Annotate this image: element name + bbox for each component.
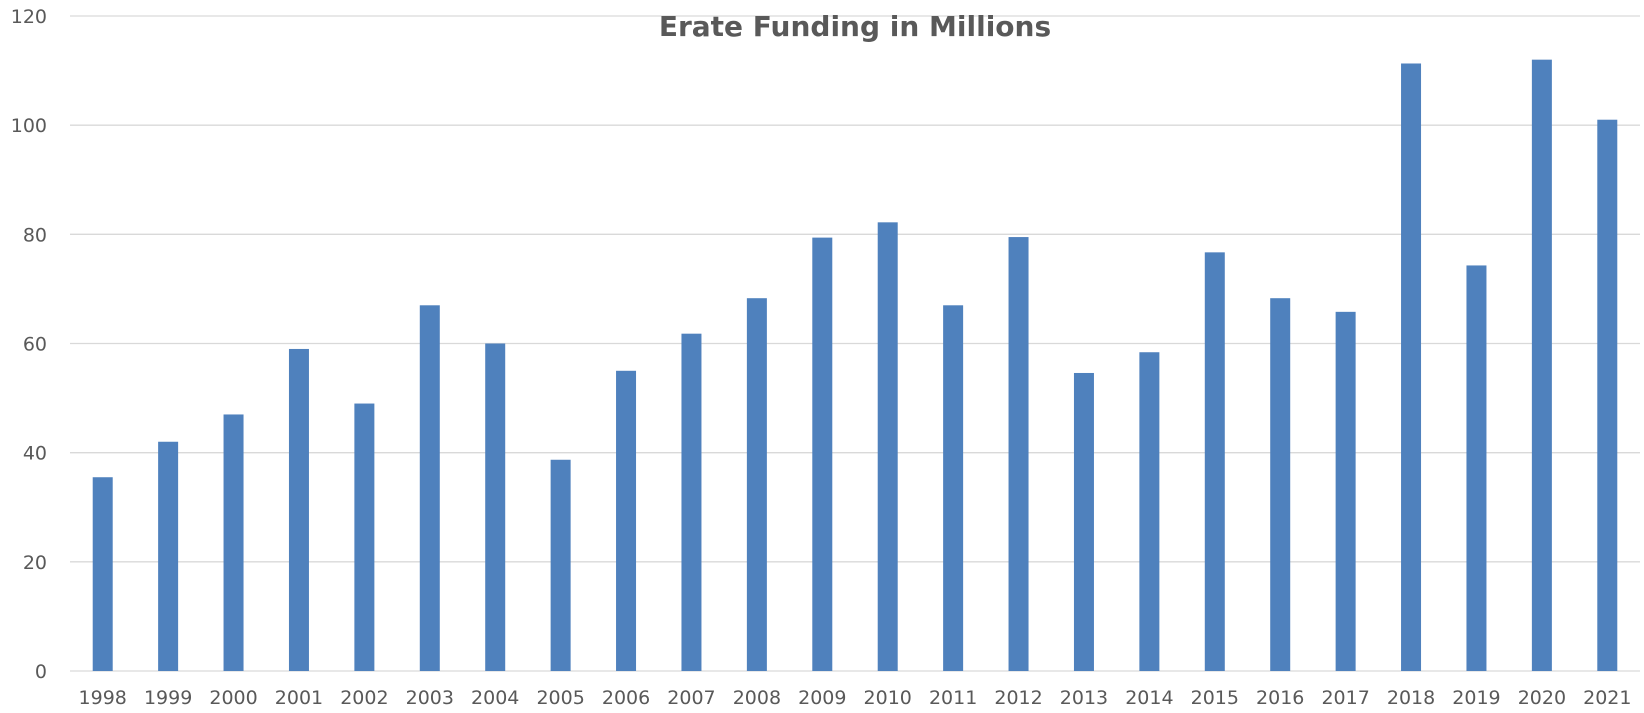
bar-1998 — [92, 477, 113, 671]
bar-2000 — [223, 414, 244, 671]
y-tick-label: 100 — [11, 115, 47, 137]
bar-2006 — [616, 370, 637, 671]
x-tick-label: 2005 — [536, 687, 584, 709]
bar-2005 — [550, 459, 571, 671]
x-tick-label: 2004 — [471, 687, 519, 709]
bar-2009 — [812, 237, 833, 671]
x-tick-label: 2013 — [1060, 687, 1108, 709]
chart-title: Erate Funding in Millions — [659, 10, 1051, 43]
bar-2011 — [943, 305, 964, 671]
x-tick-label: 2000 — [209, 687, 257, 709]
x-tick-label: 1999 — [144, 687, 192, 709]
bar-2012 — [1008, 237, 1029, 671]
x-tick-label: 2001 — [275, 687, 323, 709]
x-tick-label: 2019 — [1452, 687, 1500, 709]
bars — [92, 59, 1618, 672]
bar-2008 — [746, 298, 767, 671]
y-tick-label: 40 — [23, 443, 47, 465]
x-tick-label: 2003 — [406, 687, 454, 709]
x-tick-label: 2011 — [929, 687, 977, 709]
bar-2004 — [485, 343, 506, 671]
x-tick-label: 1998 — [79, 687, 127, 709]
x-tick-label: 2009 — [798, 687, 846, 709]
bar-2007 — [681, 333, 702, 671]
x-tick-label: 2016 — [1256, 687, 1304, 709]
x-tick-label: 2018 — [1387, 687, 1435, 709]
x-tick-label: 2007 — [667, 687, 715, 709]
bar-2016 — [1270, 298, 1291, 671]
bar-1999 — [158, 441, 179, 671]
x-tick-label: 2017 — [1321, 687, 1369, 709]
y-tick-label: 80 — [23, 224, 47, 246]
y-tick-label: 0 — [35, 661, 47, 683]
bar-2017 — [1335, 311, 1356, 671]
y-tick-label: 60 — [23, 334, 47, 356]
bar-2010 — [877, 222, 898, 671]
gridlines — [70, 15, 1640, 672]
bar-2013 — [1073, 372, 1094, 671]
y-tick-label: 20 — [23, 552, 47, 574]
x-tick-label: 2002 — [340, 687, 388, 709]
bar-2001 — [288, 348, 309, 671]
bar-2003 — [419, 305, 440, 671]
x-tick-label: 2015 — [1191, 687, 1239, 709]
x-tick-label: 2014 — [1125, 687, 1173, 709]
bar-2015 — [1204, 252, 1225, 672]
x-tick-label: 2006 — [602, 687, 650, 709]
bar-2021 — [1597, 119, 1618, 672]
bar-2019 — [1466, 265, 1487, 671]
x-tick-label: 2010 — [864, 687, 912, 709]
bar-2018 — [1401, 63, 1422, 672]
x-tick-label: 2008 — [733, 687, 781, 709]
y-axis-tick-labels: 0 20 40 60 80 100 120 — [11, 6, 47, 683]
x-axis-tick-labels: 1998 1999 2000 2001 2002 2003 2004 2005 2006 2007… — [79, 687, 1632, 709]
bar-2014 — [1139, 352, 1160, 671]
x-tick-label: 2012 — [994, 687, 1042, 709]
bar-2020 — [1531, 59, 1552, 671]
x-tick-label: 2021 — [1583, 687, 1631, 709]
y-tick-label: 120 — [11, 6, 47, 28]
bar-2002 — [354, 403, 375, 671]
x-tick-label: 2020 — [1518, 687, 1566, 709]
